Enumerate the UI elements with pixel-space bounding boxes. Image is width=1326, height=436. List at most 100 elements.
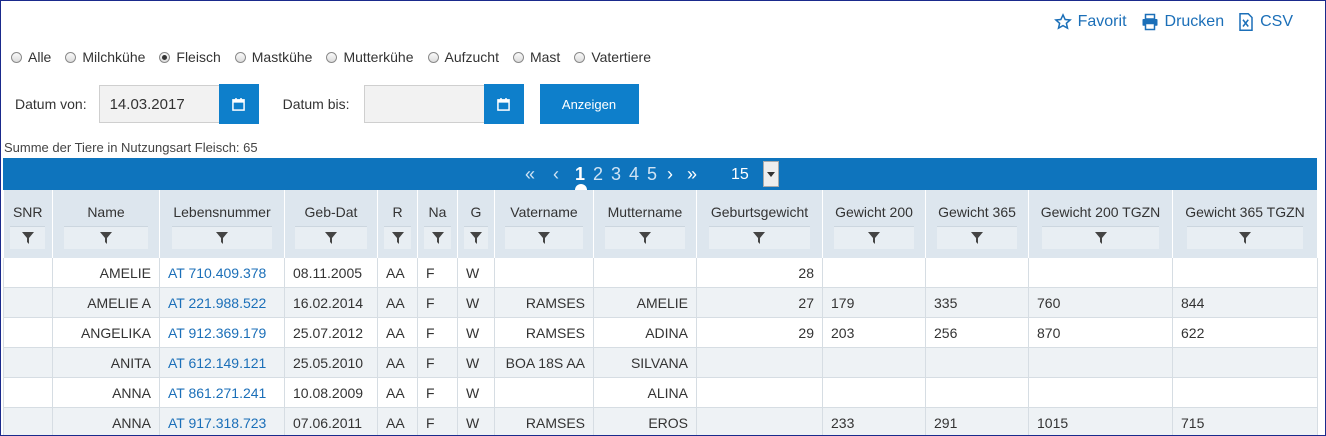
column-header-geb-dat[interactable]: Geb-Dat	[284, 190, 378, 258]
cell-snr	[3, 258, 53, 288]
radio-vatertiere[interactable]: Vatertiere	[574, 49, 651, 65]
radio-button[interactable]	[65, 51, 77, 63]
anzeigen-button[interactable]: Anzeigen	[539, 84, 639, 124]
page-4[interactable]: 4	[629, 164, 640, 184]
lebensnummer-link[interactable]: AT 912.369.179	[168, 324, 267, 341]
cell-snr	[3, 287, 53, 318]
filter-icon[interactable]	[63, 226, 149, 249]
filter-icon[interactable]	[424, 226, 451, 249]
cell-name: AMELIE A	[52, 287, 160, 318]
cell-gewicht-365	[925, 347, 1029, 378]
radio-mast[interactable]: Mast	[512, 49, 560, 65]
table-row[interactable]: ANNA AT 861.271.241 10.08.2009 AA F W AL…	[3, 377, 1318, 408]
filter-icon[interactable]	[172, 226, 272, 249]
cell-gewicht-200-tgzn	[1028, 377, 1173, 408]
page-size-dropdown[interactable]	[763, 161, 779, 187]
radio-button[interactable]	[574, 51, 586, 63]
filter-icon[interactable]	[1042, 226, 1159, 249]
page-1[interactable]: 1	[575, 164, 586, 184]
last-page-button[interactable]: »	[687, 164, 698, 184]
cell-gewicht-200-tgzn	[1028, 258, 1173, 288]
cell-geb-dat: 25.07.2012	[284, 317, 378, 348]
page-5[interactable]: 5	[647, 164, 658, 184]
cell-gewicht-365: 291	[925, 407, 1029, 435]
filter-icon[interactable]	[936, 226, 1018, 249]
radio-button[interactable]	[234, 51, 246, 63]
table-row[interactable]: AMELIE A AT 221.988.522 16.02.2014 AA F …	[3, 287, 1318, 318]
top-actions: Favorit Drucken CSV	[1053, 13, 1293, 31]
lebensnummer-link[interactable]: AT 861.271.241	[168, 384, 267, 401]
radio-mutterkuehe[interactable]: Mutterkühe	[326, 49, 414, 65]
column-header-gewicht-365[interactable]: Gewicht 365	[925, 190, 1029, 258]
column-header-g[interactable]: G	[457, 190, 495, 258]
table-row[interactable]: ANNA AT 917.318.723 07.06.2011 AA F W RA…	[3, 407, 1318, 435]
cell-gewicht-200-tgzn: 760	[1028, 287, 1173, 318]
lebensnummer-link[interactable]: AT 221.988.522	[168, 294, 267, 311]
radio-aufzucht[interactable]: Aufzucht	[427, 49, 499, 65]
cell-gewicht-365-tgzn: 844	[1172, 287, 1318, 318]
lebensnummer-link[interactable]: AT 710.409.378	[168, 264, 267, 281]
page-3[interactable]: 3	[611, 164, 622, 184]
radio-mastkuehe[interactable]: Mastkühe	[234, 49, 312, 65]
table-row[interactable]: ANITA AT 612.149.121 25.05.2010 AA F W B…	[3, 347, 1318, 378]
column-header-vatername[interactable]: Vatername	[494, 190, 594, 258]
column-header-r[interactable]: R	[377, 190, 418, 258]
favorit-link[interactable]: Favorit	[1053, 13, 1127, 31]
datum-bis-label: Datum bis:	[282, 96, 350, 112]
radio-fleisch[interactable]: Fleisch	[159, 49, 221, 65]
datum-von-calendar-button[interactable]	[218, 84, 259, 124]
column-header-muttername[interactable]: Muttername	[593, 190, 697, 258]
next-page-button[interactable]: ›	[667, 164, 673, 184]
filter-icon[interactable]	[10, 226, 46, 249]
radio-button[interactable]	[326, 51, 338, 63]
first-page-button[interactable]: «	[525, 164, 536, 184]
column-header-gewicht-200-tgzn[interactable]: Gewicht 200 TGZN	[1028, 190, 1173, 258]
column-header-lebensnummer[interactable]: Lebensnummer	[159, 190, 285, 258]
cell-gewicht-200: 179	[822, 287, 926, 318]
datum-bis-input[interactable]	[363, 85, 484, 123]
cell-g: W	[457, 377, 495, 408]
datum-von-input[interactable]: 14.03.2017	[98, 85, 219, 123]
lebensnummer-link[interactable]: AT 612.149.121	[168, 354, 267, 371]
filter-icon[interactable]	[833, 226, 915, 249]
radio-alle[interactable]: Alle	[11, 49, 51, 65]
cell-lebensnummer: AT 917.318.723	[159, 407, 285, 435]
radio-button[interactable]	[512, 51, 524, 63]
filter-icon[interactable]	[1186, 226, 1304, 249]
radio-button[interactable]	[427, 51, 439, 63]
favorit-label: Favorit	[1077, 13, 1127, 30]
filter-icon[interactable]	[604, 226, 686, 249]
cell-gewicht-365: 335	[925, 287, 1029, 318]
filter-icon[interactable]	[505, 226, 583, 249]
csv-link[interactable]: CSV	[1238, 13, 1293, 31]
column-header-snr[interactable]: SNR	[3, 190, 53, 258]
filter-icon[interactable]	[294, 226, 368, 249]
column-header-gewicht-200[interactable]: Gewicht 200	[822, 190, 926, 258]
prev-page-button[interactable]: ‹	[553, 164, 559, 184]
cell-vatername	[494, 258, 594, 288]
column-header-geburtsgewicht[interactable]: Geburtsgewicht	[696, 190, 823, 258]
cell-geburtsgewicht: 28	[696, 258, 823, 288]
filter-icon[interactable]	[384, 226, 411, 249]
column-header-gewicht-365-tgzn[interactable]: Gewicht 365 TGZN	[1172, 190, 1318, 258]
radio-milchkuehe[interactable]: Milchkühe	[65, 49, 145, 65]
cell-gewicht-365-tgzn: 715	[1172, 407, 1318, 435]
cell-geb-dat: 07.06.2011	[284, 407, 378, 435]
cell-geburtsgewicht	[696, 407, 823, 435]
column-header-na[interactable]: Na	[417, 190, 458, 258]
cell-gewicht-365	[925, 258, 1029, 288]
page-2[interactable]: 2	[593, 164, 604, 184]
filter-icon[interactable]	[709, 226, 810, 249]
drucken-link[interactable]: Drucken	[1141, 13, 1224, 31]
cell-muttername: ADINA	[593, 317, 697, 348]
table-row[interactable]: AMELIE AT 710.409.378 08.11.2005 AA F W …	[3, 258, 1318, 288]
column-header-name[interactable]: Name	[52, 190, 160, 258]
table-row[interactable]: ANGELIKA AT 912.369.179 25.07.2012 AA F …	[3, 317, 1318, 348]
cell-muttername: ALINA	[593, 377, 697, 408]
radio-button[interactable]	[11, 51, 22, 63]
filter-icon[interactable]	[463, 226, 489, 249]
datum-bis-calendar-button[interactable]	[483, 84, 524, 124]
lebensnummer-link[interactable]: AT 917.318.723	[168, 414, 267, 431]
radio-button-checked[interactable]	[159, 51, 171, 63]
cell-name: AMELIE	[52, 258, 160, 288]
